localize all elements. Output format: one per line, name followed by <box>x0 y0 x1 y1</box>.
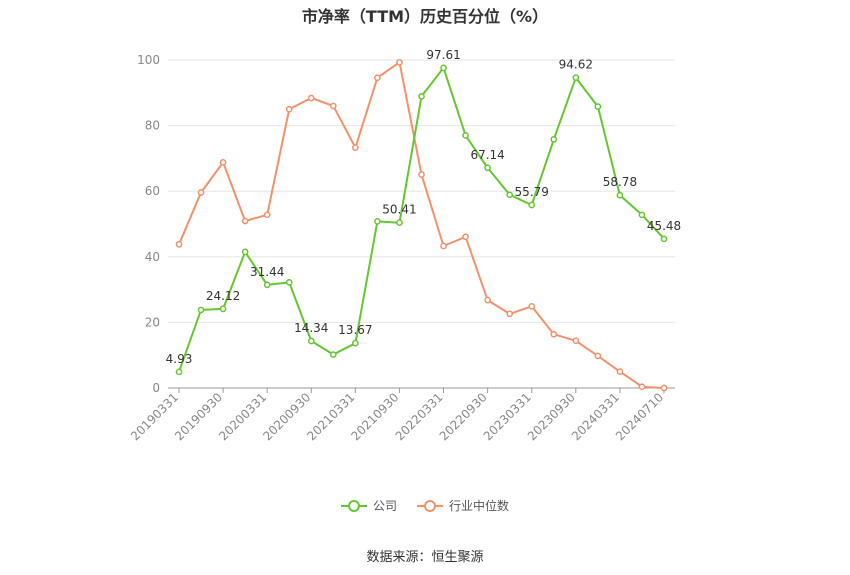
y-tick-label: 0 <box>152 381 160 395</box>
data-point-industry-median <box>418 171 425 178</box>
data-point-company <box>572 74 580 81</box>
data-point-company <box>506 191 514 199</box>
y-tick-label: 100 <box>137 53 160 67</box>
data-point-company <box>638 211 646 219</box>
data-point-company <box>418 93 425 100</box>
data-label-company: 24.12 <box>206 289 240 303</box>
data-point-industry-median <box>263 211 271 219</box>
data-point-company <box>219 305 227 313</box>
data-label-company: 14.34 <box>294 321 328 335</box>
data-point-company <box>528 201 536 209</box>
data-point-company <box>307 337 315 345</box>
legend-swatch-industry-median <box>417 498 443 514</box>
data-point-industry-median <box>285 105 293 113</box>
data-label-company: 50.41 <box>382 203 416 217</box>
data-point-industry-median <box>175 240 183 248</box>
data-point-company <box>352 339 359 347</box>
legend: 公司 行业中位数 <box>0 497 850 514</box>
data-point-company <box>285 279 293 286</box>
line-chart: 0204060801002019033120190930202003312020… <box>128 48 682 443</box>
data-point-industry-median <box>594 352 602 360</box>
data-label-company: 67.14 <box>470 148 504 162</box>
data-point-company <box>241 248 249 256</box>
data-point-company <box>440 64 447 72</box>
y-tick-label: 80 <box>145 119 160 133</box>
data-point-industry-median <box>660 384 668 392</box>
data-point-company <box>197 306 205 314</box>
data-point-company <box>462 132 469 139</box>
data-point-industry-median <box>616 368 624 375</box>
data-point-industry-median <box>506 310 514 318</box>
data-label-company: 55.79 <box>515 185 549 199</box>
data-label-company: 97.61 <box>426 48 460 62</box>
data-label-company: 58.78 <box>603 175 637 189</box>
data-label-company: 31.44 <box>250 265 284 279</box>
data-point-company <box>396 219 403 227</box>
data-point-industry-median <box>440 242 447 250</box>
source-note: 数据来源：恒生聚源 <box>366 550 484 565</box>
data-label-company: 45.48 <box>647 219 681 233</box>
series-line-industry-median <box>178 61 665 389</box>
x-tick-label: 20240710 <box>613 390 666 443</box>
series <box>175 58 668 392</box>
data-point-industry-median <box>241 217 249 225</box>
data-point-industry-median <box>572 337 580 345</box>
y-tick-label: 40 <box>145 250 160 264</box>
legend-item-industry-median[interactable]: 行业中位数 <box>417 497 509 514</box>
grid-lines <box>168 59 675 323</box>
data-point-company <box>660 235 668 243</box>
data-point-company <box>374 218 381 225</box>
axes: 0204060801002019033120190930202003312020… <box>128 53 675 443</box>
legend-label-industry-median: 行业中位数 <box>449 499 510 513</box>
legend-swatch-company <box>340 498 367 514</box>
data-point-industry-median <box>528 302 536 310</box>
data-point-industry-median <box>329 102 337 110</box>
data-point-industry-median <box>462 233 469 241</box>
data-point-industry-median <box>307 94 315 102</box>
data-label-company: 4.93 <box>166 352 193 366</box>
data-point-industry-median <box>638 383 646 391</box>
data-point-industry-median <box>374 74 381 82</box>
data-point-industry-median <box>396 58 403 66</box>
data-label-company: 94.62 <box>559 58 593 72</box>
legend-item-company[interactable]: 公司 <box>340 497 397 514</box>
data-point-company <box>175 368 183 376</box>
chart-title: 市净率（TTM）历史百分位（%） <box>301 7 549 26</box>
data-point-industry-median <box>550 330 558 338</box>
data-point-company <box>329 351 337 358</box>
data-point-industry-median <box>219 158 227 166</box>
data-point-company <box>594 103 602 110</box>
data-labels: 4.93 24.12 31.44 14.34 13.67 50.41 97.61 67.14 5… <box>166 48 682 366</box>
legend-label-company: 公司 <box>372 499 397 513</box>
data-point-industry-median <box>484 296 491 304</box>
data-point-industry-median <box>352 144 359 151</box>
data-point-company <box>616 191 624 199</box>
y-tick-label: 20 <box>145 315 160 329</box>
y-tick-label: 60 <box>145 184 160 198</box>
data-point-company <box>263 281 271 289</box>
data-label-company: 13.67 <box>338 323 372 337</box>
data-point-company <box>484 164 491 172</box>
data-point-company <box>550 136 558 143</box>
data-point-industry-median <box>197 189 205 196</box>
